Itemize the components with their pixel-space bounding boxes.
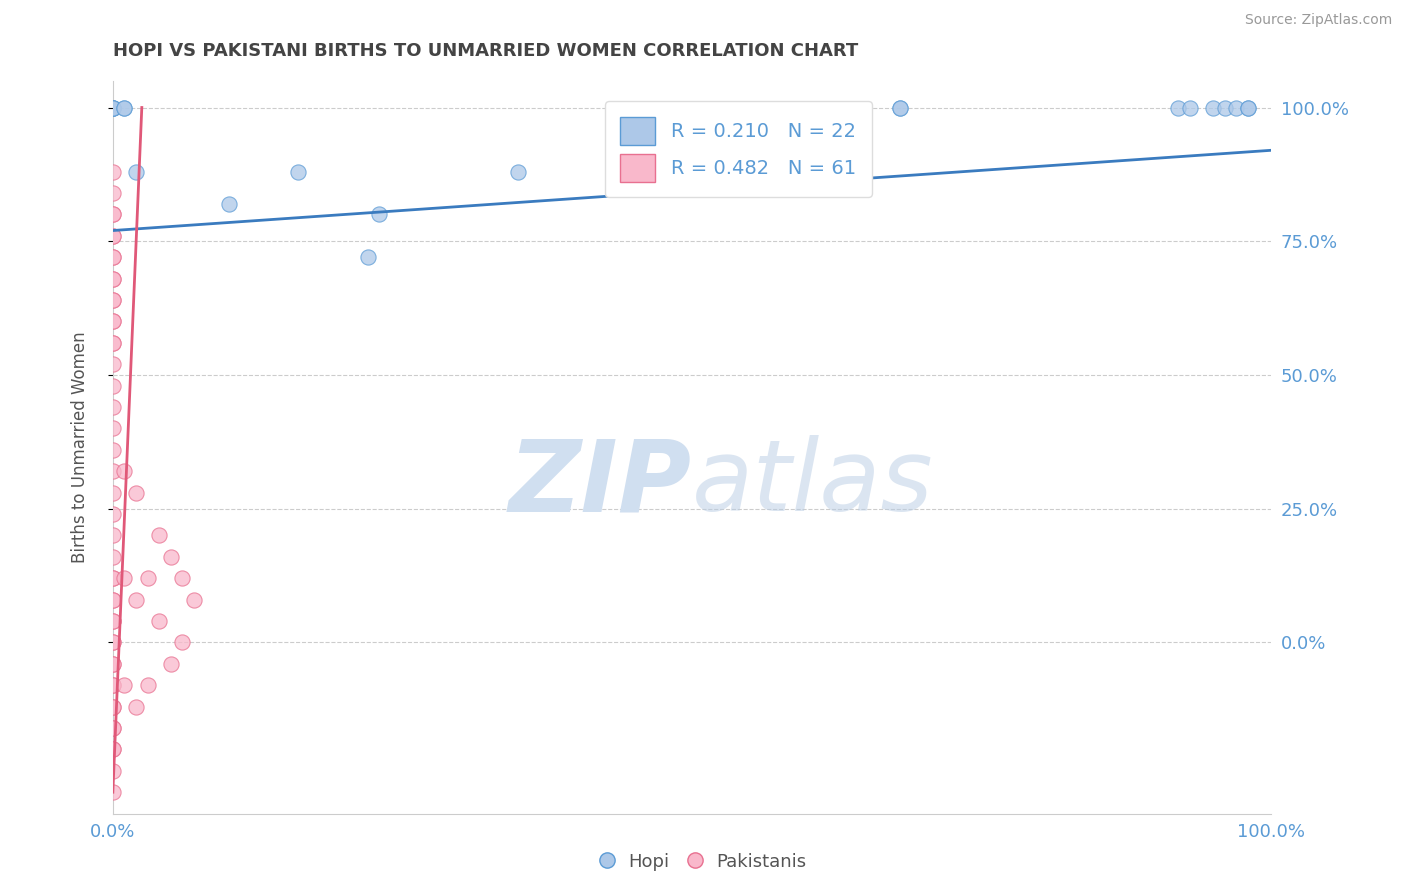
Point bbox=[101, 592, 124, 607]
Point bbox=[101, 785, 124, 799]
Point bbox=[101, 592, 124, 607]
Point bbox=[508, 164, 530, 178]
Point bbox=[101, 228, 124, 243]
Point bbox=[101, 657, 124, 671]
Point bbox=[1167, 101, 1189, 115]
Point bbox=[101, 678, 124, 692]
Point bbox=[1178, 101, 1201, 115]
Point bbox=[101, 228, 124, 243]
Point bbox=[101, 699, 124, 714]
Point bbox=[1237, 101, 1260, 115]
Text: atlas: atlas bbox=[692, 435, 934, 533]
Point bbox=[114, 101, 136, 115]
Point bbox=[101, 721, 124, 735]
Point bbox=[101, 528, 124, 542]
Point bbox=[101, 571, 124, 585]
Point bbox=[101, 635, 124, 649]
Point bbox=[101, 293, 124, 307]
Point bbox=[101, 421, 124, 435]
Point bbox=[125, 164, 148, 178]
Point bbox=[101, 742, 124, 756]
Text: HOPI VS PAKISTANI BIRTHS TO UNMARRIED WOMEN CORRELATION CHART: HOPI VS PAKISTANI BIRTHS TO UNMARRIED WO… bbox=[112, 42, 858, 60]
Point bbox=[101, 742, 124, 756]
Point bbox=[101, 250, 124, 264]
Point bbox=[114, 571, 136, 585]
Point bbox=[101, 186, 124, 200]
Point bbox=[101, 614, 124, 628]
Point bbox=[148, 528, 170, 542]
Point bbox=[101, 101, 124, 115]
Point bbox=[114, 101, 136, 115]
Point bbox=[101, 314, 124, 328]
Point bbox=[101, 101, 124, 115]
Point bbox=[287, 164, 309, 178]
Point bbox=[125, 485, 148, 500]
Point bbox=[101, 442, 124, 457]
Point bbox=[101, 164, 124, 178]
Point bbox=[101, 101, 124, 115]
Point bbox=[101, 293, 124, 307]
Point bbox=[1213, 101, 1236, 115]
Point bbox=[101, 250, 124, 264]
Point bbox=[218, 196, 240, 211]
Point bbox=[762, 164, 785, 178]
Point bbox=[1225, 101, 1247, 115]
Point bbox=[368, 207, 391, 221]
Point bbox=[159, 657, 181, 671]
Point bbox=[136, 678, 159, 692]
Point bbox=[101, 721, 124, 735]
Point bbox=[159, 549, 181, 564]
Point bbox=[101, 335, 124, 350]
Point bbox=[183, 592, 205, 607]
Point bbox=[172, 635, 194, 649]
Point bbox=[101, 207, 124, 221]
Point bbox=[101, 271, 124, 285]
Point bbox=[125, 592, 148, 607]
Point bbox=[101, 314, 124, 328]
Text: Source: ZipAtlas.com: Source: ZipAtlas.com bbox=[1244, 13, 1392, 28]
Point bbox=[101, 271, 124, 285]
Point bbox=[101, 485, 124, 500]
Legend: Hopi, Pakistanis: Hopi, Pakistanis bbox=[592, 846, 814, 879]
Point bbox=[101, 657, 124, 671]
Point bbox=[889, 101, 911, 115]
Point bbox=[101, 614, 124, 628]
Point bbox=[148, 614, 170, 628]
Point bbox=[101, 571, 124, 585]
Point bbox=[101, 101, 124, 115]
Point bbox=[101, 357, 124, 371]
Point bbox=[1237, 101, 1260, 115]
Point bbox=[101, 335, 124, 350]
Point bbox=[125, 699, 148, 714]
Point bbox=[889, 101, 911, 115]
Legend: R = 0.210   N = 22, R = 0.482   N = 61: R = 0.210 N = 22, R = 0.482 N = 61 bbox=[605, 102, 872, 197]
Point bbox=[172, 571, 194, 585]
Point bbox=[101, 400, 124, 414]
Point bbox=[101, 549, 124, 564]
Point bbox=[356, 250, 378, 264]
Point bbox=[101, 764, 124, 778]
Text: ZIP: ZIP bbox=[509, 435, 692, 533]
Point bbox=[101, 678, 124, 692]
Point bbox=[101, 207, 124, 221]
Y-axis label: Births to Unmarried Women: Births to Unmarried Women bbox=[72, 331, 89, 563]
Point bbox=[101, 635, 124, 649]
Point bbox=[101, 378, 124, 392]
Point bbox=[136, 571, 159, 585]
Point bbox=[1202, 101, 1225, 115]
Point bbox=[114, 678, 136, 692]
Point bbox=[101, 699, 124, 714]
Point bbox=[114, 464, 136, 478]
Point bbox=[101, 507, 124, 521]
Point bbox=[101, 464, 124, 478]
